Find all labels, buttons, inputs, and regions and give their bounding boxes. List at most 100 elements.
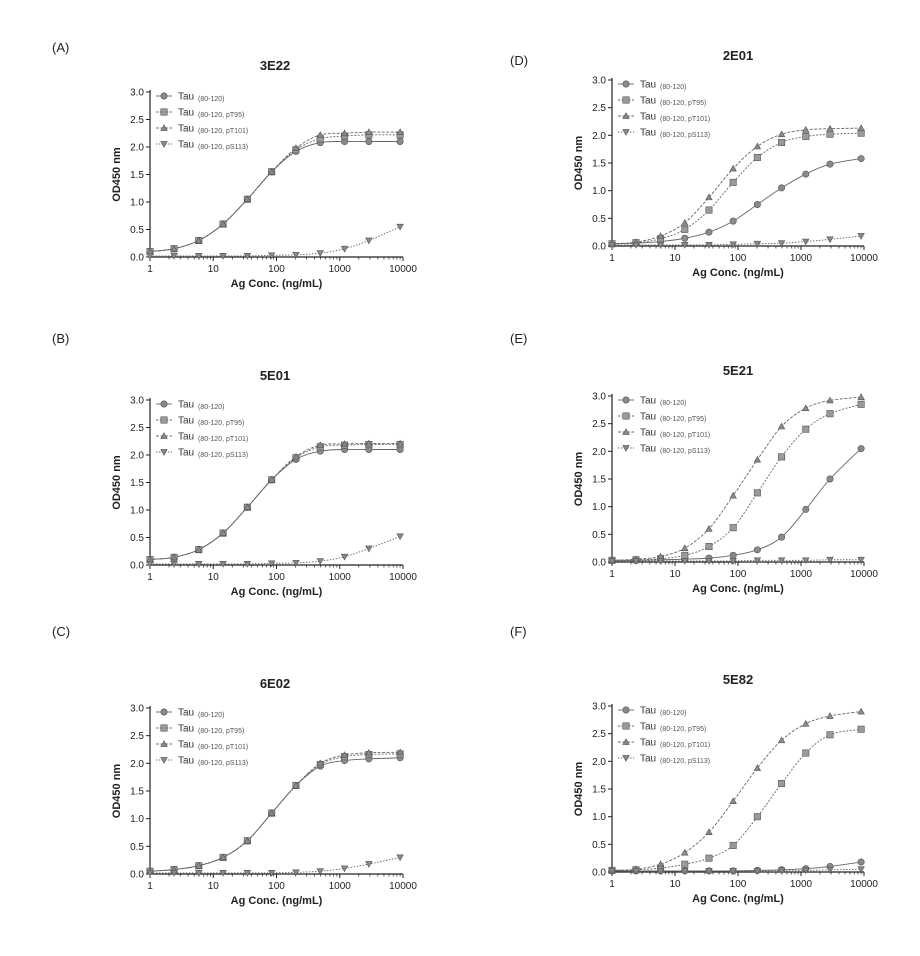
- data-point: [730, 218, 736, 224]
- data-point: [803, 133, 809, 139]
- data-point: [682, 849, 688, 855]
- legend-entry-1: Tau(80-120): [618, 80, 686, 92]
- series-line: [150, 443, 400, 559]
- legend-entry-4: Tau(80-120, pS113): [156, 140, 248, 152]
- legend-marker: [623, 723, 629, 729]
- data-point: [366, 238, 372, 244]
- data-point: [858, 726, 864, 732]
- x-axis-label: Ag Conc. (ng/mL): [231, 586, 323, 598]
- x-tick-label: 10000: [389, 264, 417, 275]
- y-tick-label: 3.0: [130, 396, 144, 407]
- y-tick-label: 1.0: [130, 198, 144, 209]
- y-axis-label: OD450 nm: [111, 764, 123, 819]
- data-point: [803, 750, 809, 756]
- legend-marker: [623, 97, 629, 103]
- legend-label: Tau: [178, 432, 194, 443]
- y-tick-label: 0.5: [592, 530, 606, 541]
- series-line: [150, 227, 400, 256]
- data-point: [706, 829, 712, 835]
- x-tick-label: 1000: [790, 879, 813, 890]
- y-tick-label: 1.5: [130, 478, 144, 489]
- data-point: [803, 239, 809, 245]
- series-line: [612, 133, 861, 244]
- data-point: [858, 155, 864, 161]
- legend-entry-1: Tau(80-120): [156, 708, 224, 720]
- data-point: [706, 543, 712, 549]
- chart-panel-6: (F)5E820.00.51.01.52.02.53.0110100100010…: [510, 624, 878, 905]
- data-point: [858, 394, 864, 400]
- panel-letter: (B): [52, 331, 69, 346]
- y-tick-label: 1.5: [592, 785, 606, 796]
- data-point: [730, 842, 736, 848]
- series-line: [150, 536, 400, 564]
- series-4: [147, 855, 404, 876]
- legend-entry-3: Tau(80-120, pT101): [156, 432, 248, 444]
- data-point: [682, 861, 688, 867]
- x-tick-label: 1000: [790, 253, 813, 264]
- data-point: [803, 721, 809, 727]
- y-tick-label: 2.5: [592, 419, 606, 430]
- x-tick-label: 10000: [850, 253, 878, 264]
- legend-label: Tau: [178, 708, 194, 719]
- data-point: [196, 870, 202, 876]
- data-point: [858, 445, 864, 451]
- y-tick-label: 3.0: [592, 702, 606, 713]
- data-point: [778, 185, 784, 191]
- legend-label: Tau: [640, 444, 656, 455]
- y-tick-label: 2.0: [130, 451, 144, 462]
- legend-entry-3: Tau(80-120, pT101): [156, 124, 248, 136]
- series-2: [609, 401, 865, 563]
- y-tick-label: 2.5: [130, 423, 144, 434]
- data-point: [682, 220, 688, 226]
- series-line: [612, 729, 861, 870]
- data-point: [706, 229, 712, 235]
- data-point: [778, 139, 784, 145]
- data-point: [754, 813, 760, 819]
- legend-label: Tau: [640, 396, 656, 407]
- data-point: [858, 401, 864, 407]
- y-tick-label: 0.0: [592, 558, 606, 569]
- series-line: [150, 857, 400, 873]
- legend-entry-3: Tau(80-120, pT101): [156, 740, 248, 752]
- data-point: [858, 125, 864, 131]
- series-line: [612, 236, 861, 245]
- chart-panel-4: (D)2E010.00.51.01.52.02.53.0110100100010…: [510, 48, 878, 279]
- x-tick-label: 1000: [329, 572, 352, 583]
- legend-sublabel: (80-120, pT95): [660, 416, 706, 423]
- legend-label: Tau: [178, 92, 194, 103]
- data-point: [778, 454, 784, 460]
- y-tick-label: 1.5: [592, 159, 606, 170]
- chart-panel-5: (E)5E210.00.51.01.52.02.53.0110100100010…: [510, 331, 878, 595]
- data-point: [754, 201, 760, 207]
- legend-entry-1: Tau(80-120): [156, 400, 224, 412]
- legend-label: Tau: [640, 722, 656, 733]
- data-point: [778, 534, 784, 540]
- legend-marker: [161, 725, 167, 731]
- series-line: [612, 862, 861, 871]
- legend-marker: [161, 401, 167, 407]
- y-tick-label: 2.0: [592, 757, 606, 768]
- legend-label: Tau: [178, 400, 194, 411]
- y-tick-label: 0.0: [130, 253, 144, 264]
- data-point: [730, 552, 736, 558]
- legend-entry-2: Tau(80-120, pT95): [618, 96, 706, 108]
- chart-title: 3E22: [260, 58, 290, 73]
- y-tick-label: 2.5: [130, 731, 144, 742]
- y-tick-label: 0.5: [592, 214, 606, 225]
- x-tick-label: 1: [609, 253, 615, 264]
- legend-sublabel: (80-120, pS113): [198, 452, 248, 459]
- y-tick-label: 3.0: [592, 76, 606, 87]
- legend-label: Tau: [640, 738, 656, 749]
- x-tick-label: 100: [268, 264, 285, 275]
- legend-marker: [623, 707, 629, 713]
- legend-label: Tau: [640, 754, 656, 765]
- y-tick-label: 2.0: [130, 759, 144, 770]
- y-tick-label: 0.0: [592, 242, 606, 253]
- legend-sublabel: (80-120, pT101): [660, 742, 710, 749]
- legend-sublabel: (80-120, pT95): [660, 100, 706, 107]
- series-line: [612, 449, 861, 561]
- legend-label: Tau: [640, 128, 656, 139]
- legend-label: Tau: [640, 428, 656, 439]
- data-point: [706, 194, 712, 200]
